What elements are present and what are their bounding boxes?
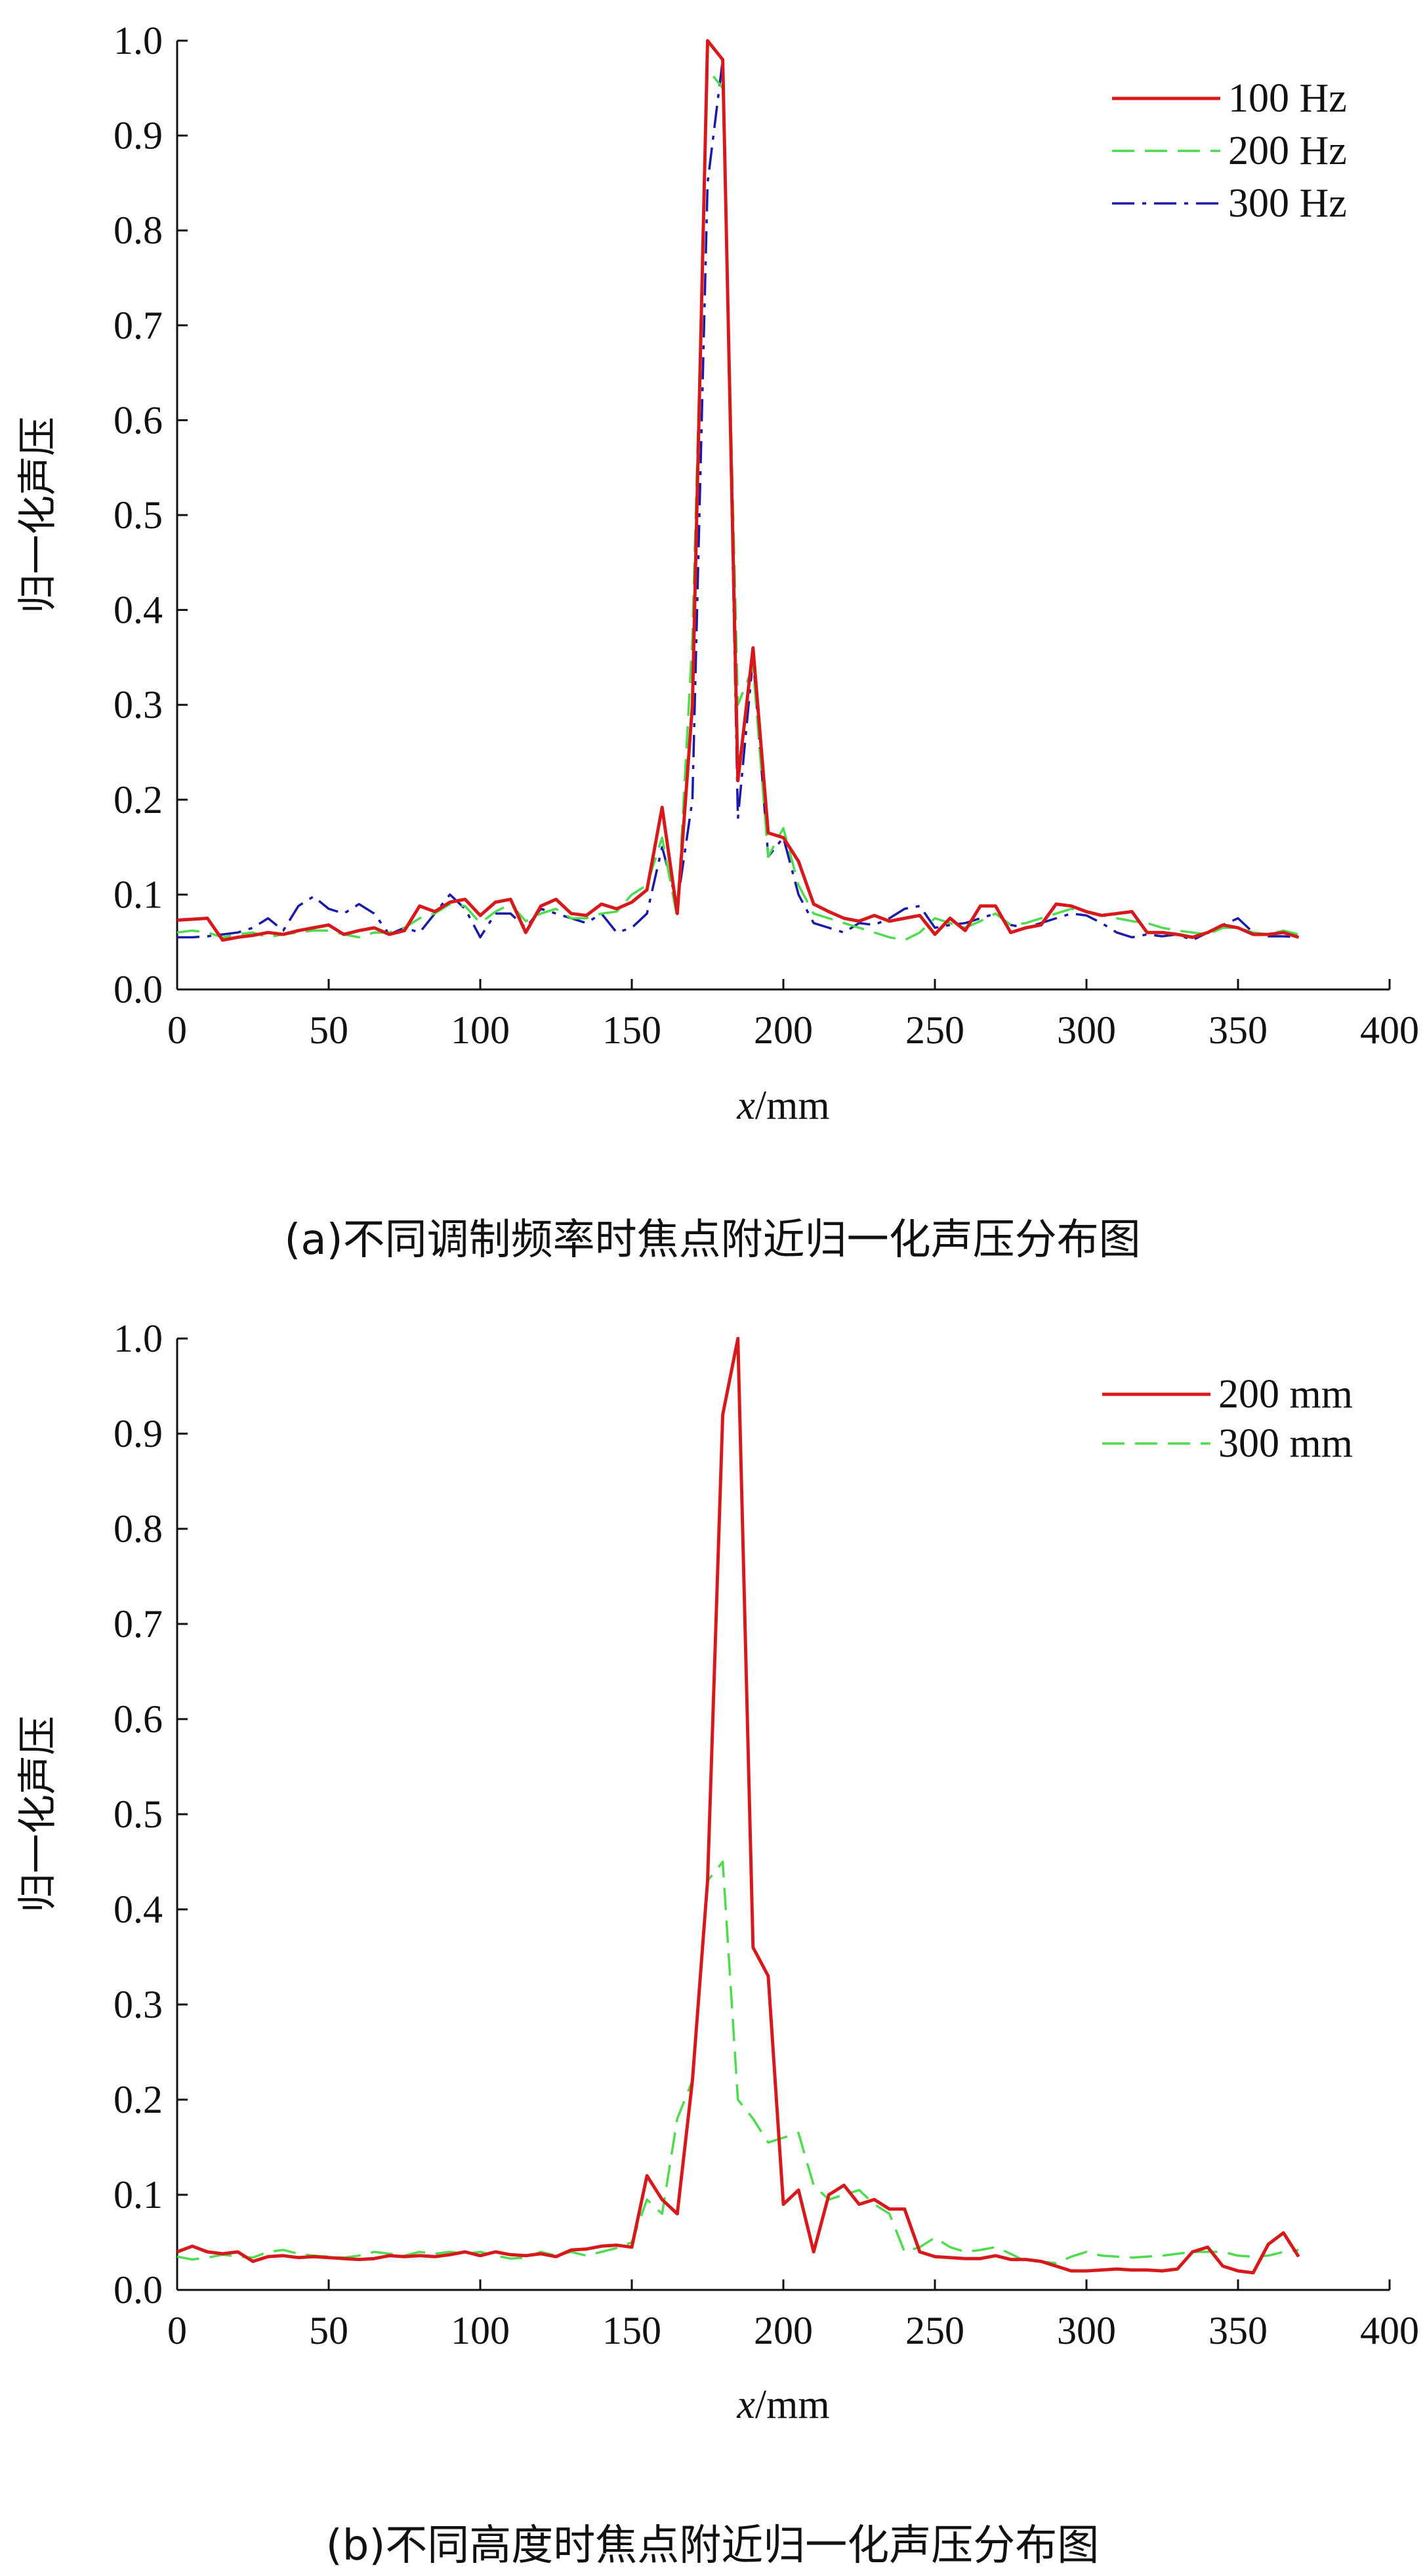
x-tick-label: 400 bbox=[1360, 1008, 1419, 1052]
y-tick-label: 1.0 bbox=[114, 1317, 163, 1360]
series-line-200-mm bbox=[176, 1337, 1300, 2275]
y-axis-title: 归一化声压 bbox=[15, 417, 61, 613]
y-tick-label: 0.5 bbox=[114, 1793, 163, 1836]
series-line-300-hz bbox=[177, 58, 1299, 942]
y-tick-label: 0.2 bbox=[114, 778, 163, 821]
legend-label: 300 mm bbox=[1218, 1421, 1353, 1466]
series-line-300-mm bbox=[176, 1860, 1299, 2265]
y-tick-label: 0.1 bbox=[114, 2173, 163, 2216]
x-tick-label: 200 bbox=[754, 1008, 813, 1052]
x-tick-label: 250 bbox=[905, 1008, 964, 1052]
legend-label: 200 mm bbox=[1218, 1372, 1353, 1417]
legend-label: 300 Hz bbox=[1228, 181, 1347, 226]
chart-b: 0 50 100 150 200 250 300 350 400 0.0 0.1 0.2 0.3 0.4 0… bbox=[15, 1317, 1419, 2427]
y-tick-label: 0.0 bbox=[114, 968, 163, 1011]
x-tick-label: 100 bbox=[451, 1008, 510, 1052]
y-tick-label: 0.7 bbox=[114, 1602, 163, 1646]
x-axis-variable: x bbox=[736, 1083, 755, 1128]
x-axis-variable: x bbox=[736, 2382, 755, 2427]
y-tick-label: 0.6 bbox=[114, 1697, 163, 1741]
x-tick-label: 200 bbox=[754, 2309, 813, 2352]
legend-label: 100 Hz bbox=[1228, 76, 1347, 121]
x-tick-label: 100 bbox=[451, 2309, 510, 2352]
y-tick-label: 0.0 bbox=[114, 2268, 163, 2312]
legend-label: 200 Hz bbox=[1228, 129, 1347, 173]
x-tick-label: 150 bbox=[602, 1008, 661, 1052]
y-tick-label: 0.8 bbox=[114, 1507, 163, 1550]
x-tick-label: 150 bbox=[602, 2309, 661, 2352]
y-tick-label: 0.6 bbox=[114, 398, 163, 442]
x-tick-label: 300 bbox=[1057, 2309, 1116, 2352]
y-tick-label: 0.3 bbox=[114, 683, 163, 726]
x-axis-unit: /mm bbox=[755, 1083, 830, 1128]
y-axis-title: 归一化声压 bbox=[15, 1716, 61, 1913]
y-tick-label: 1.0 bbox=[114, 19, 163, 62]
x-axis-title: x/mm bbox=[736, 1083, 829, 1128]
y-tick-label: 0.9 bbox=[114, 114, 163, 157]
x-tick-label: 300 bbox=[1057, 1008, 1116, 1052]
x-tick-label: 350 bbox=[1208, 1008, 1268, 1052]
y-tick-label: 0.9 bbox=[114, 1412, 163, 1455]
x-axis-unit: /mm bbox=[755, 2382, 830, 2427]
x-tick-label: 350 bbox=[1208, 2309, 1268, 2352]
y-tick-label: 0.3 bbox=[114, 1983, 163, 2026]
x-tick-label: 250 bbox=[905, 2309, 964, 2352]
x-axis-title: x/mm bbox=[736, 2382, 829, 2427]
series-line-100-hz bbox=[176, 39, 1300, 942]
x-tick-label: 0 bbox=[167, 1008, 187, 1052]
y-tick-label: 0.4 bbox=[114, 589, 163, 632]
caption-b: (b)不同高度时焦点附近归一化声压分布图 bbox=[325, 2522, 1100, 2570]
y-tick-label: 0.2 bbox=[114, 2078, 163, 2121]
x-tick-label: 50 bbox=[309, 1008, 348, 1052]
y-tick-label: 0.8 bbox=[114, 209, 163, 252]
x-tick-label: 400 bbox=[1360, 2309, 1419, 2352]
y-tick-label: 0.4 bbox=[114, 1888, 163, 1931]
y-tick-label: 0.7 bbox=[114, 304, 163, 347]
y-tick-label: 0.1 bbox=[114, 873, 163, 916]
caption-a: (a)不同调制频率时焦点附近归一化声压分布图 bbox=[284, 1216, 1141, 1264]
x-tick-label: 50 bbox=[309, 2309, 348, 2352]
x-tick-label: 0 bbox=[167, 2309, 187, 2352]
y-tick-label: 0.5 bbox=[114, 493, 163, 537]
chart-a: 0 50 100 150 200 250 300 350 400 0.0 0.1 0.2 0.3 0.4 0… bbox=[15, 19, 1419, 1128]
